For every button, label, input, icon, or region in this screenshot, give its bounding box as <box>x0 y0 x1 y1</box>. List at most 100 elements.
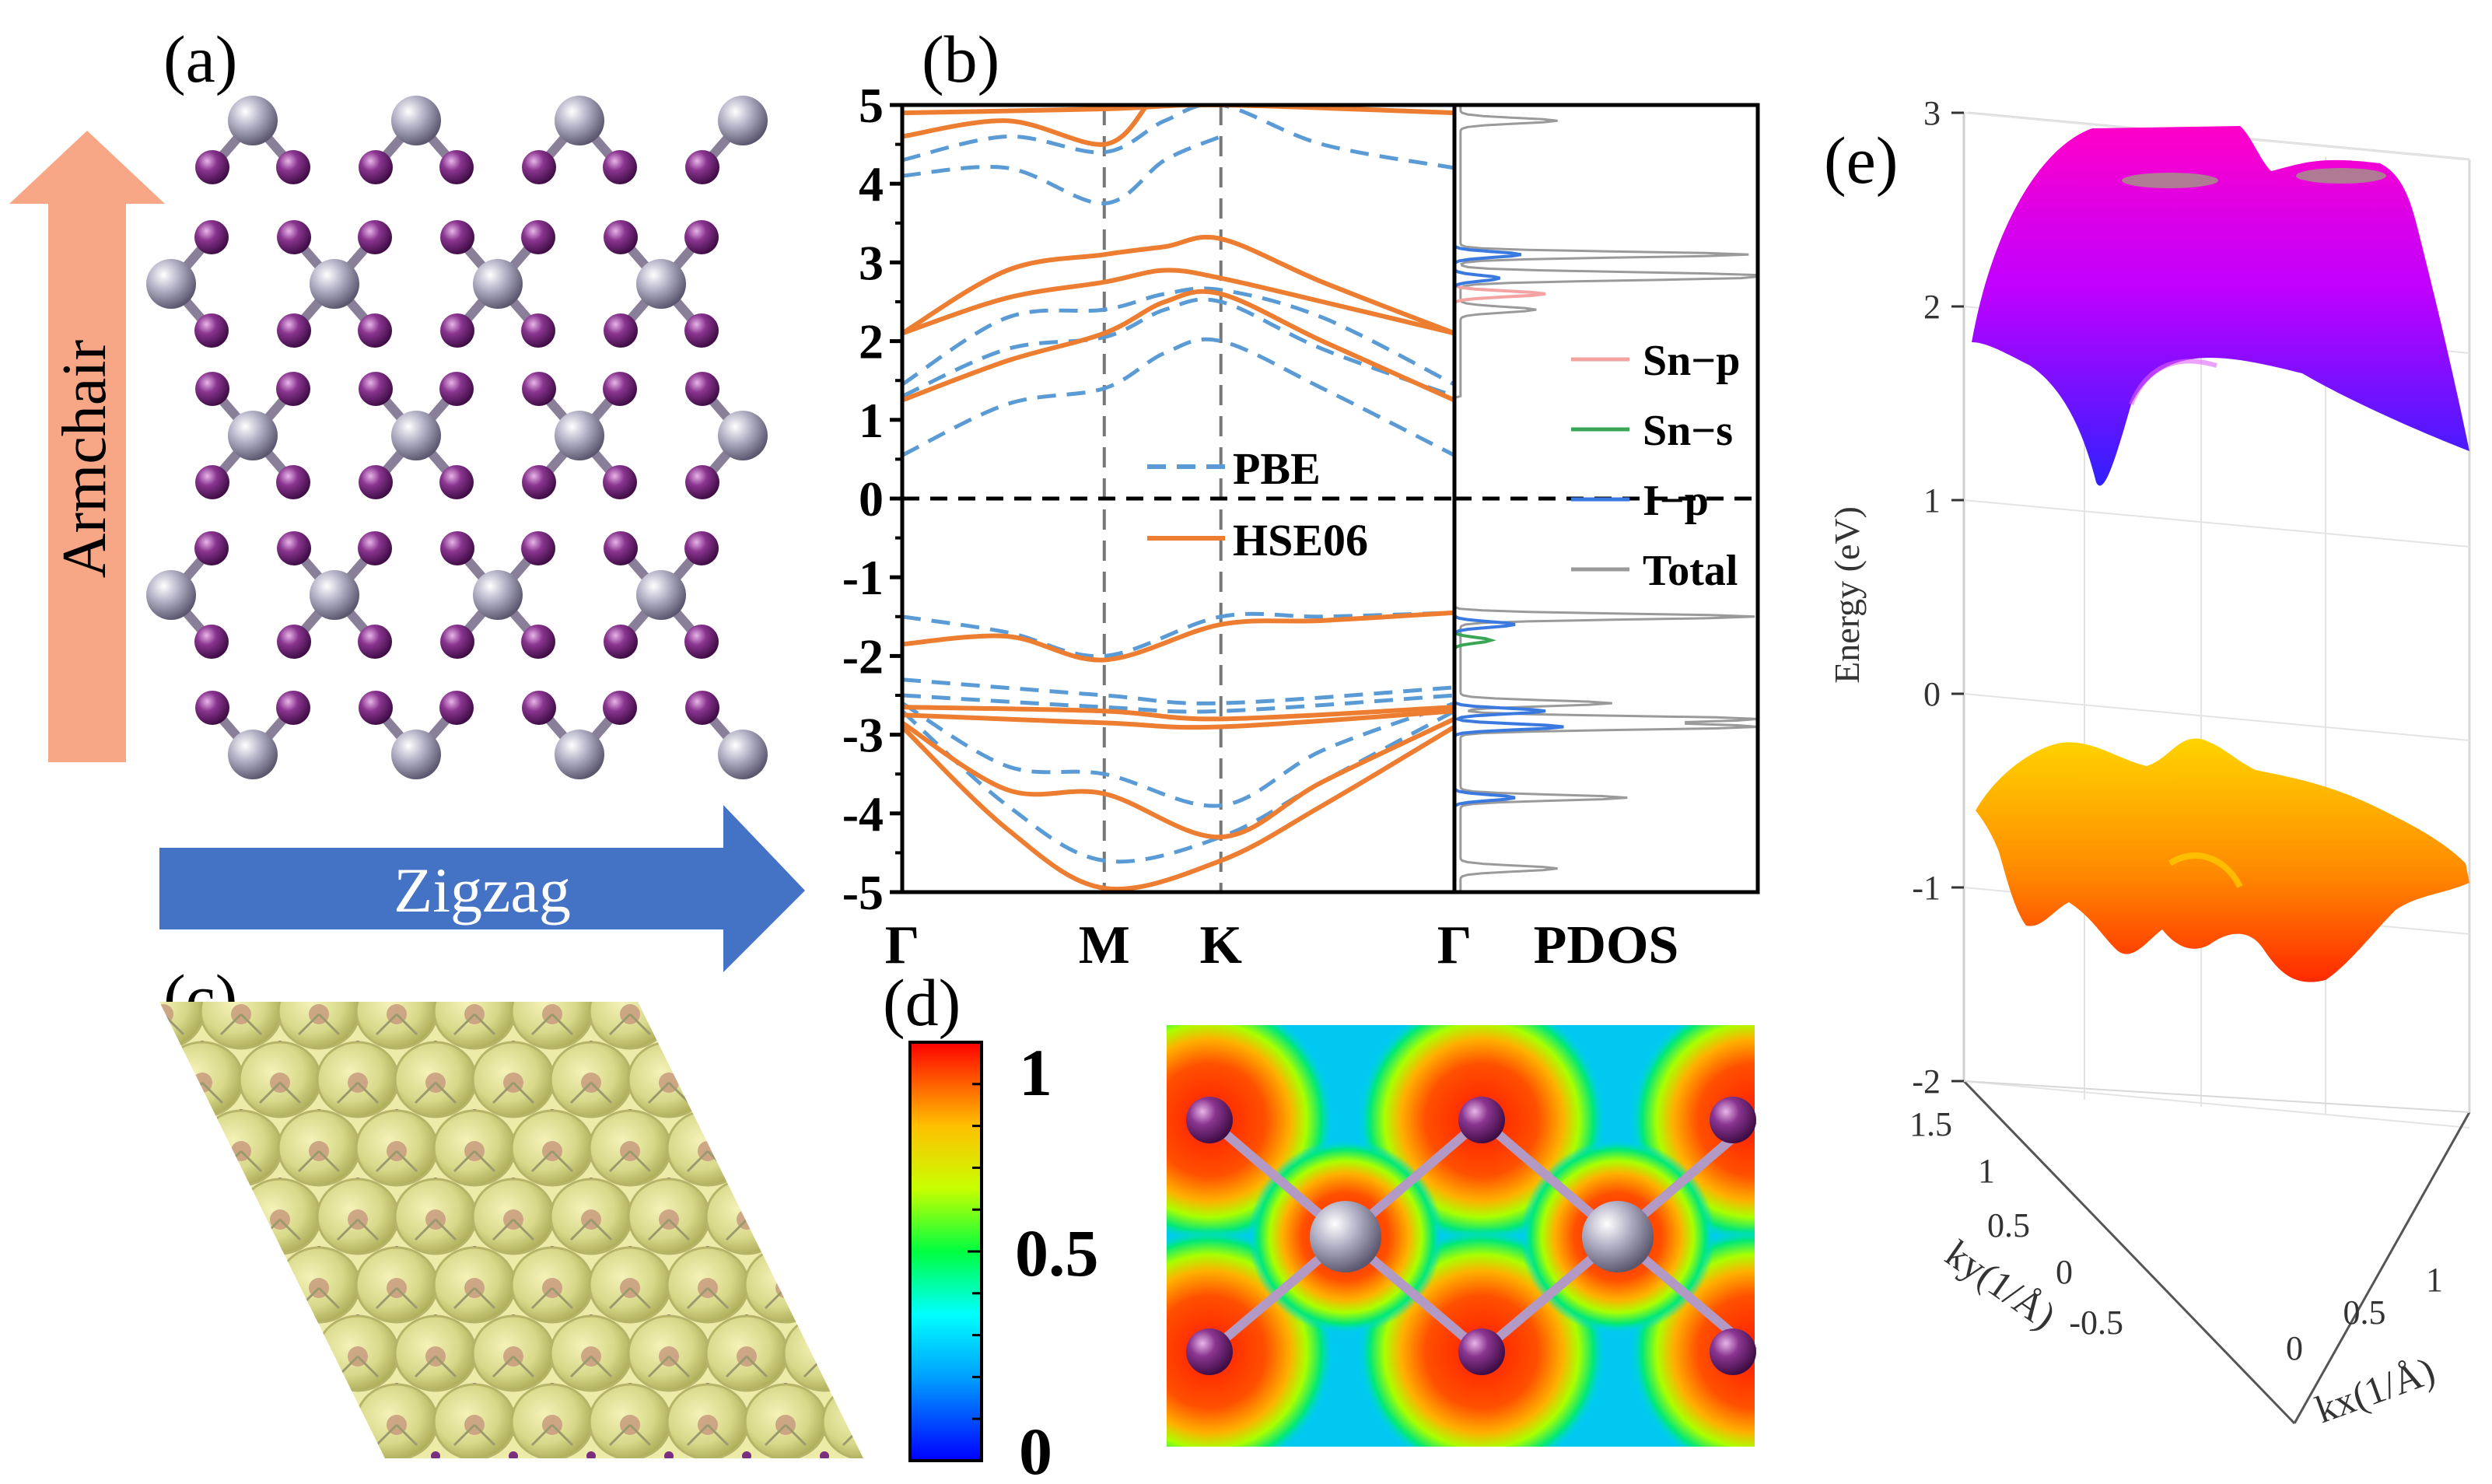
iso-bond <box>823 1218 846 1241</box>
iodine-atom <box>440 220 474 254</box>
elf-map <box>1167 1025 1755 1447</box>
iso-bond <box>628 1013 652 1036</box>
iodine-atom <box>277 313 311 348</box>
band-legend: PBE HSE06 <box>1147 443 1368 565</box>
iso-lobe <box>666 1002 750 1050</box>
z-tick-label: 0 <box>1923 675 1941 713</box>
iso-bond <box>569 1355 593 1378</box>
colorbar: 1 0.5 0 <box>908 1035 1099 1484</box>
pdos-axes-frame <box>1452 103 1760 894</box>
kx-axis-line <box>2293 1111 2471 1424</box>
panel-a-label: (a) <box>163 22 237 96</box>
iodine-atom <box>195 691 229 725</box>
tin-atom <box>391 730 441 779</box>
tin-atom <box>310 570 359 620</box>
iso-bond <box>647 1218 670 1241</box>
iso-bond <box>725 1081 748 1104</box>
iso-bond <box>862 1423 863 1447</box>
iso-bond <box>608 1423 632 1447</box>
z-gridline <box>1963 1080 2470 1129</box>
iso-bond <box>764 1423 787 1447</box>
iso-bond <box>647 1355 670 1378</box>
z-gridline <box>1963 693 2470 741</box>
iso-bond <box>590 1218 613 1241</box>
iodine-atom <box>359 691 393 725</box>
iodine-atom <box>276 691 310 725</box>
iso-bond <box>784 1286 807 1310</box>
colorbar-label-max: 1 <box>1019 1035 1052 1110</box>
panel-e: (e) 3 2 1 0 -1 -2 1.5 1 0.5 0 -0.5 0 0.5 1 Energy (eV… <box>1824 94 2471 1431</box>
sni2-lattice-top-view <box>146 96 768 779</box>
iso-bond <box>336 1218 359 1241</box>
iodine-atom <box>522 150 556 184</box>
iodine-atom <box>358 220 392 254</box>
iso-bond <box>628 1150 652 1173</box>
iso-bond <box>706 1423 730 1447</box>
iso-bond <box>473 1150 496 1173</box>
iso-bond <box>492 1081 515 1104</box>
iodine-atom <box>521 313 555 348</box>
iso-bond <box>219 1013 243 1036</box>
iso-iodine <box>431 1451 440 1458</box>
iso-lobe <box>782 1178 863 1255</box>
iodine-atom <box>604 313 638 348</box>
y-tick-label: -5 <box>842 865 884 920</box>
iso-bond <box>240 1013 263 1036</box>
iodine-atom <box>439 691 474 725</box>
iso-bond <box>667 1081 691 1104</box>
elf-tin-atom <box>1310 1201 1381 1272</box>
z-gridline <box>1963 499 2470 548</box>
iso-bond <box>395 1423 418 1447</box>
iso-bond <box>530 1150 554 1173</box>
tin-atom <box>636 570 686 620</box>
tin-atom <box>391 411 441 460</box>
ky-tick-label: 1.5 <box>1909 1105 1952 1143</box>
iodine-atom <box>603 691 637 725</box>
panel-d: (d) 1 0.5 0 <box>883 965 1757 1484</box>
k-label-2: K <box>1199 915 1241 975</box>
ky-tick-label: 0 <box>2056 1253 2073 1291</box>
iodine-atom <box>685 691 719 725</box>
iso-bond <box>473 1013 496 1036</box>
iso-bond <box>628 1423 652 1447</box>
elf-iodine-atom <box>1186 1328 1233 1375</box>
iodine-atom <box>358 313 392 348</box>
iodine-atom <box>276 372 310 406</box>
iso-iodine <box>664 1041 674 1050</box>
iodine-atom <box>685 372 719 406</box>
ky-tick-label: -0.5 <box>2069 1304 2123 1342</box>
tin-atom <box>473 259 523 309</box>
iso-bond <box>686 1286 709 1310</box>
iso-bond <box>356 1218 380 1241</box>
iodine-atom <box>194 313 229 348</box>
pdos-legend: Sn−p Sn−s I−p Total <box>1571 337 1740 595</box>
band-line-hse06-vb4 <box>902 716 1454 840</box>
iodine-atom <box>359 465 393 499</box>
tin-atom <box>555 730 604 779</box>
iodine-atom <box>276 465 310 499</box>
iso-bond <box>317 1286 341 1310</box>
iso-bond <box>414 1081 437 1104</box>
iodine-atom <box>604 220 638 254</box>
iso-bond <box>608 1150 632 1173</box>
iso-bond <box>725 1355 748 1378</box>
iso-bond <box>414 1218 437 1241</box>
iso-bond <box>530 1423 554 1447</box>
kx-tick-label: 0.5 <box>2343 1293 2386 1332</box>
iso-iodine <box>586 1451 596 1458</box>
z-tick-label: 1 <box>1923 481 1941 520</box>
iso-bond <box>375 1013 398 1036</box>
iso-bond <box>512 1355 535 1378</box>
iodine-atom <box>685 465 719 499</box>
iso-iodine <box>859 1246 863 1255</box>
y-tick-label: -1 <box>842 550 884 605</box>
iso-atom <box>814 1209 835 1230</box>
iso-bond <box>551 1150 574 1173</box>
band-y-ticks: 5 4 3 2 1 0 -1 -2 -3 -4 -5 <box>842 78 902 920</box>
iso-lobe <box>744 1246 828 1324</box>
iodine-atom <box>522 691 556 725</box>
iodine-atom <box>521 220 555 254</box>
tin-atom <box>555 96 604 145</box>
